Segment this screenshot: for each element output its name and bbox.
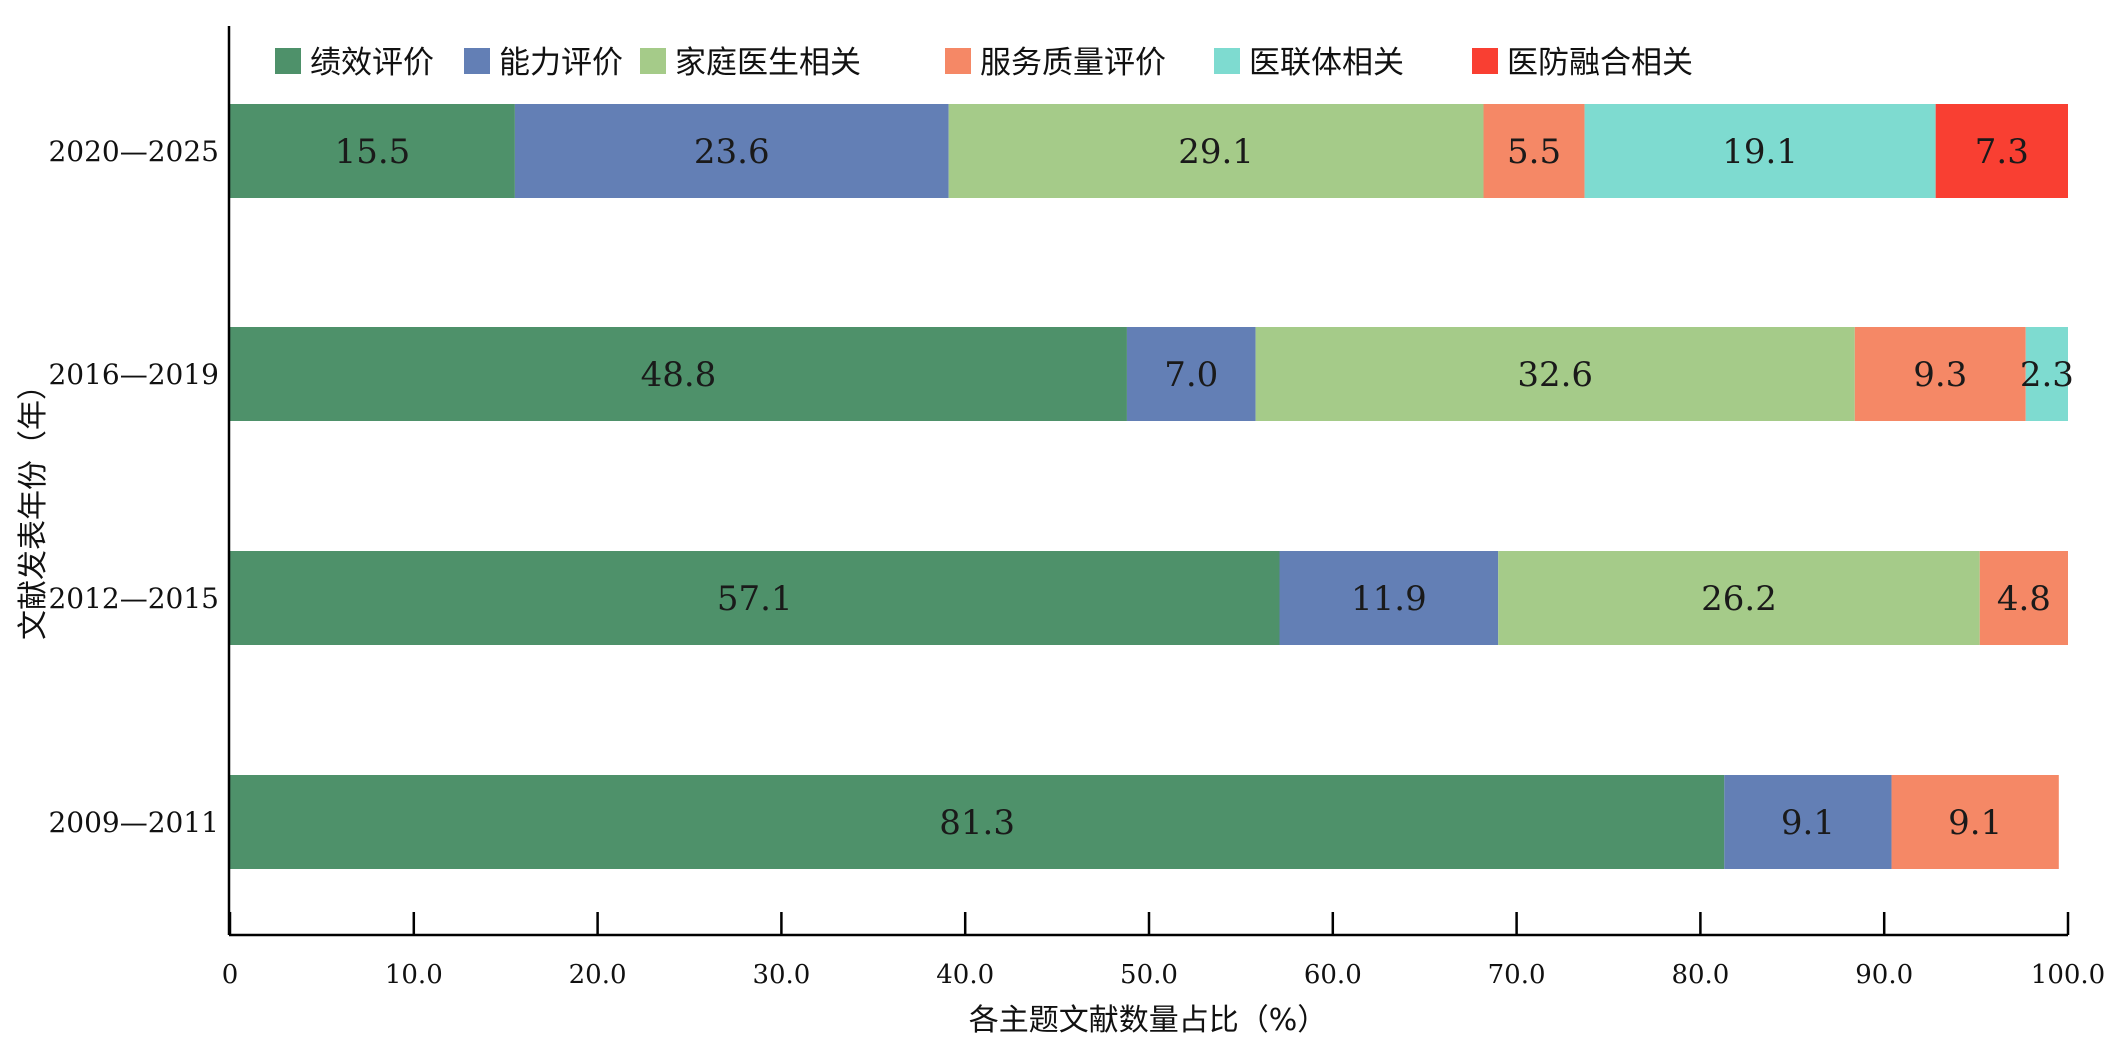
x-tick-label: 50.0 (1120, 960, 1178, 990)
bar-segment (230, 775, 1725, 869)
x-tick-label: 80.0 (1671, 960, 1729, 990)
data-label: 48.8 (641, 355, 717, 395)
legend-item: 医联体相关 (1214, 45, 1404, 81)
x-tick-label: 100.0 (2031, 960, 2105, 990)
x-axis-title: 各主题文献数量占比（%） (969, 1003, 1328, 1038)
bar-segment (1279, 551, 1499, 645)
legend-item: 服务质量评价 (945, 45, 1166, 81)
bar-segment (948, 104, 1484, 198)
legend: 绩效评价 能力评价 家庭医生相关 服务质量评价 医联体相关 医防融合相关 (275, 45, 1693, 81)
bar-segment (1979, 551, 2068, 645)
legend-swatch (945, 48, 971, 74)
data-label: 7.3 (1975, 132, 2029, 172)
x-tick-label: 70.0 (1488, 960, 1546, 990)
x-ticks: 0 10.0 20.0 30.0 40.0 50.0 60.0 70.0 80.0 90.0 100… (222, 912, 2105, 990)
bar-segment (1584, 104, 1936, 198)
data-label: 11.9 (1351, 579, 1427, 619)
data-label: 4.8 (1997, 579, 2051, 619)
bar-segment (230, 104, 515, 198)
legend-label: 绩效评价 (310, 45, 434, 81)
data-label: 15.5 (335, 132, 411, 172)
x-tick-label: 90.0 (1855, 960, 1913, 990)
data-label: 81.3 (939, 803, 1015, 843)
plot-area (230, 104, 2068, 869)
legend-label: 医防融合相关 (1507, 45, 1693, 81)
legend-item: 医防融合相关 (1472, 45, 1693, 81)
data-label: 19.1 (1722, 132, 1798, 172)
legend-swatch (1214, 48, 1240, 74)
y-category-label: 2016—2019 (48, 358, 219, 391)
legend-swatch (275, 48, 301, 74)
data-label: 26.2 (1701, 579, 1777, 619)
data-label: 5.5 (1507, 132, 1561, 172)
legend-label: 能力评价 (499, 45, 623, 81)
legend-swatch (1472, 48, 1498, 74)
x-tick-label: 10.0 (385, 960, 443, 990)
legend-label: 服务质量评价 (980, 45, 1166, 81)
bar-segment (1891, 775, 2059, 869)
data-label: 32.6 (1517, 355, 1593, 395)
legend-item: 能力评价 (464, 45, 623, 81)
bar-segment (2025, 327, 2068, 421)
data-label: 2.3 (2020, 355, 2074, 395)
legend-label: 家庭医生相关 (675, 45, 861, 81)
bar-segment (1724, 775, 1892, 869)
bar-segment (1126, 327, 1256, 421)
bar-segment (1498, 551, 1980, 645)
bar-segment (1483, 104, 1585, 198)
legend-swatch (464, 48, 490, 74)
bar-segment (230, 327, 1127, 421)
y-category-label: 2012—2015 (48, 582, 219, 615)
bar-segment (514, 104, 949, 198)
y-category-label: 2009—2011 (48, 806, 219, 839)
data-label: 7.0 (1164, 355, 1218, 395)
x-tick-label: 30.0 (752, 960, 810, 990)
y-axis-title: 文献发表年份（年） (16, 370, 51, 640)
data-label: 57.1 (717, 579, 793, 619)
legend-label: 医联体相关 (1249, 45, 1404, 81)
legend-item: 家庭医生相关 (640, 45, 861, 81)
x-tick-label: 0 (222, 960, 239, 990)
legend-swatch (640, 48, 666, 74)
x-tick-label: 40.0 (936, 960, 994, 990)
data-label: 29.1 (1178, 132, 1254, 172)
data-label: 23.6 (694, 132, 770, 172)
data-label: 9.1 (1781, 803, 1835, 843)
data-labels: 15.5 23.6 29.1 5.5 19.1 7.3 48.8 7.0 32.6 9.3 2.3 5… (335, 132, 2074, 843)
x-tick-label: 60.0 (1304, 960, 1362, 990)
bar-segment (230, 551, 1280, 645)
data-label: 9.3 (1913, 355, 1967, 395)
y-category-labels: 2020—2025 2016—2019 2012—2015 2009—2011 (48, 135, 219, 839)
bar-segment (1935, 104, 2068, 198)
y-category-label: 2020—2025 (48, 135, 219, 168)
bar-segment (1255, 327, 1855, 421)
bar-segment (1854, 327, 2026, 421)
data-label: 9.1 (1948, 803, 2002, 843)
legend-item: 绩效评价 (275, 45, 434, 81)
x-tick-label: 20.0 (569, 960, 627, 990)
